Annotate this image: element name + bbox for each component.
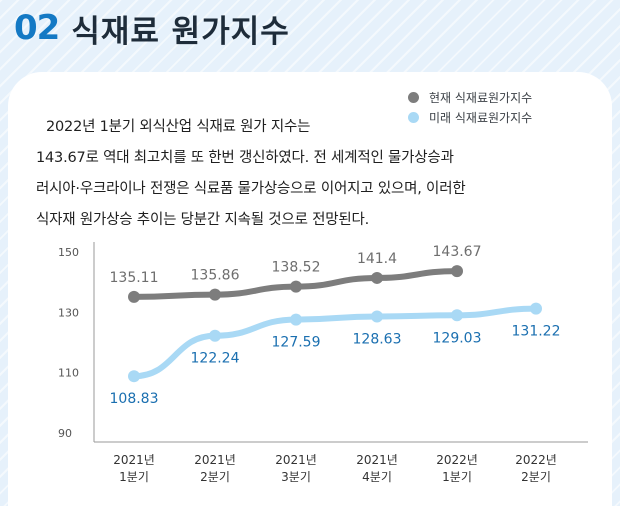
legend-item-future: 미래 식재료원가지수	[408, 107, 532, 127]
legend: 현재 식재료원가지수 미래 식재료원가지수	[408, 87, 532, 127]
section-number: 02	[14, 8, 60, 48]
data-label: 127.59	[272, 335, 321, 351]
data-point	[451, 265, 463, 278]
x-tick-label: 2021년 3분기	[275, 453, 317, 484]
data-point	[290, 280, 302, 293]
y-tick-label: 110	[58, 367, 79, 380]
data-label: 138.52	[272, 260, 321, 276]
page-title: 02 식재료 원가지수	[14, 6, 290, 50]
data-point	[530, 302, 542, 315]
data-point	[209, 288, 221, 301]
y-tick-label: 130	[58, 306, 79, 319]
data-label: 135.86	[191, 268, 240, 284]
data-label: 135.11	[110, 270, 159, 286]
data-point	[128, 290, 140, 303]
y-tick-label: 150	[58, 246, 79, 259]
line-chart: 150 130 110 90 2021년 1분기 2021년 2분기 2021년 3분기 2021년…	[58, 242, 588, 484]
y-tick-label: 90	[58, 427, 72, 440]
description-paragraph: 2022년 1분기 외식산업 식재료 원가 지수는 143.67로 역대 최고치…	[36, 112, 606, 236]
data-point	[128, 370, 140, 383]
content-card: 현재 식재료원가지수 미래 식재료원가지수 2022년 1분기 외식산업 식재료…	[8, 72, 612, 506]
paragraph-line: 식자재 원가상승 추이는 당분간 지속될 것으로 전망된다.	[36, 212, 370, 228]
x-tick-label: 2022년 2분기	[515, 453, 557, 484]
data-point	[209, 329, 221, 342]
legend-dot-future	[408, 111, 419, 123]
x-tick-label: 2022년 1분기	[436, 453, 478, 484]
data-label: 141.4	[357, 251, 397, 267]
paragraph-line: 2022년 1분기 외식산업 식재료 원가 지수는	[46, 119, 311, 135]
legend-label-future: 미래 식재료원가지수	[429, 110, 533, 125]
data-point	[451, 309, 463, 322]
data-label: 143.67	[433, 244, 482, 260]
data-label: 128.63	[353, 331, 402, 347]
x-tick-label: 2021년 2분기	[194, 453, 236, 484]
paragraph-line: 러시아·우크라이나 전쟁은 식료품 물가상승으로 이어지고 있으며, 이러한	[36, 181, 466, 197]
section-title: 식재료 원가지수	[71, 13, 290, 50]
data-point	[371, 271, 383, 284]
data-label: 108.83	[110, 391, 159, 407]
legend-label-current: 현재 식재료원가지수	[429, 90, 533, 105]
data-point	[371, 310, 383, 323]
data-label: 129.03	[433, 330, 482, 346]
legend-item-current: 현재 식재료원가지수	[408, 87, 532, 107]
data-label: 131.22	[512, 324, 561, 340]
paragraph-line: 143.67로 역대 최고치를 또 한번 갱신하였다. 전 세계적인 물가상승과	[36, 150, 454, 166]
data-point	[290, 313, 302, 326]
x-tick-label: 2021년 4분기	[356, 453, 398, 484]
data-label: 122.24	[191, 351, 240, 367]
legend-dot-current	[408, 91, 419, 103]
series-line-1	[131, 305, 539, 380]
x-tick-label: 2021년 1분기	[113, 453, 155, 484]
